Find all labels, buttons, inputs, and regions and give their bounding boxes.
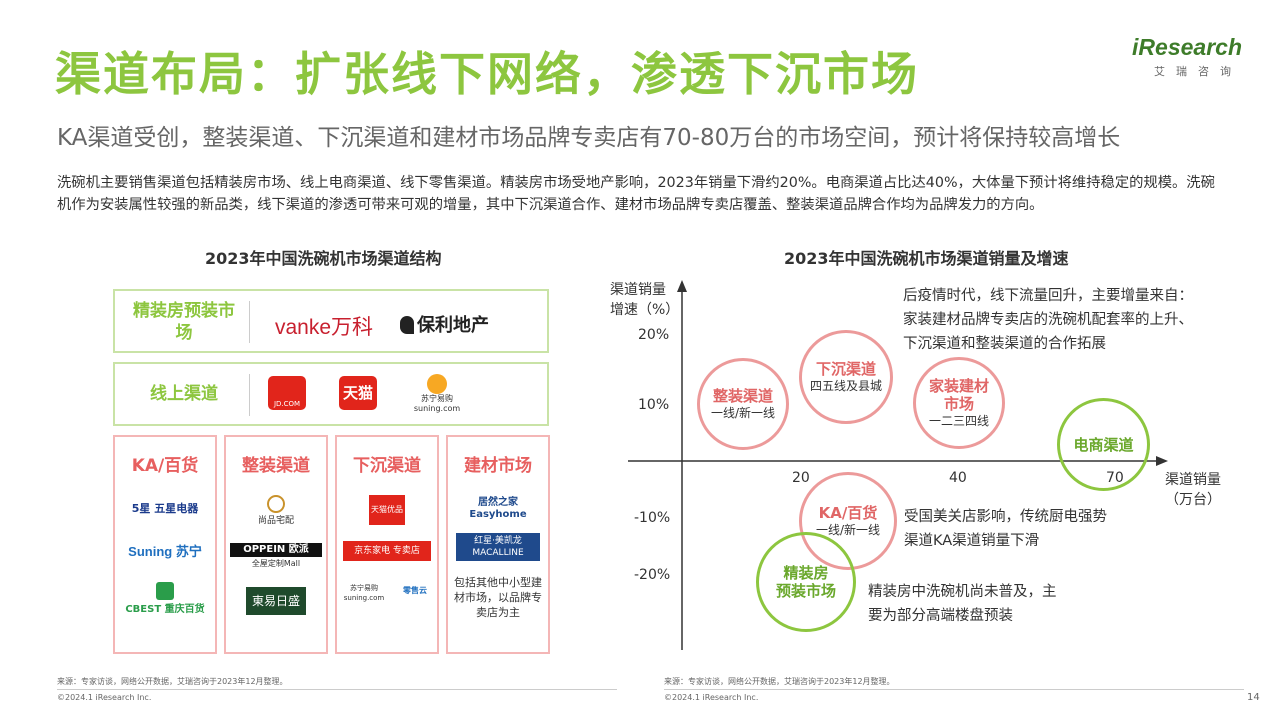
left-copyright: ©2024.1 iResearch Inc. [57,693,152,702]
brand-tmall-youpin: 天猫优品 [369,495,405,525]
brand-jd: JD.COM [268,376,306,410]
bubble-jiancai: 家装建材 市场 一二三四线 [913,357,1005,449]
poly-logo-icon [400,316,414,334]
y-tick-20: 20% [638,327,670,343]
y-tick-neg20: -20% [634,567,671,583]
x-axis-label: 渠道销量 （万台） [1165,472,1221,508]
brand-cbest: CBEST 重庆百货 [121,582,209,615]
brand-suning-online: 苏宁易购 suning.com [409,374,465,414]
page-subtitle: KA渠道受创，整装渠道、下沉渠道和建材市场品牌专卖店有70-80万台的市场空间，… [57,125,1121,151]
y-axis-label: 渠道销量 增速（%） [610,282,680,318]
left-panel-title: 2023年中国洗碗机市场渠道结构 [205,249,442,268]
brand-vanke: vanke万科 [275,316,374,339]
suning-lion-icon [427,374,447,394]
left-divider [57,689,617,690]
brand-macalline: 红星·美凯龙 MACALLINE [456,533,540,561]
x-tick-40: 40 [949,470,967,486]
row-label-online: 线上渠道 [150,384,218,404]
brand-tmall: 天猫 [339,376,377,410]
brand-five-star: 5星 五星电器 [131,502,199,515]
bubble-dianshang: 电商渠道 [1057,398,1150,491]
cbest-logo-icon [156,582,174,600]
page-title: 渠道布局：扩张线下网络，渗透下沉市场 [55,47,919,101]
left-source: 来源：专家访谈，网络公开数据，艾瑞咨询于2023年12月整理。 [57,677,288,686]
right-divider [664,689,1244,690]
y-tick-10: 10% [638,397,670,413]
brand-poly: 保利地产 [400,311,489,337]
y-tick-neg10: -10% [634,510,671,526]
page-number: 14 [1247,692,1260,703]
x-tick-20: 20 [792,470,810,486]
row-label-jingzhuangfang: 精装房预装市场 [133,301,235,343]
bubble-xiachen: 下沉渠道 四五线及县城 [799,330,893,424]
brand-shangpin: 尚品宅配 [232,495,320,526]
brand-oppein: OPPEIN 欧派 [230,543,322,557]
right-copyright: ©2024.1 iResearch Inc. [664,693,759,702]
iresearch-logo: iResearch 艾瑞咨询 [1132,34,1242,78]
bubble-zhengzhuang: 整装渠道 一线/新一线 [697,358,789,450]
description-paragraph: 洗碗机主要销售渠道包括精装房市场、线上电商渠道、线下零售渠道。精装房市场受地产影… [57,175,1215,213]
brand-lingshouyun: 零售云 [403,586,427,595]
note-offline-growth: 后疫情时代，线下流量回升，主要增量来自：家装建材品牌专卖店的洗碗机配套率的上升、… [903,288,1193,352]
row-jingzhuangfang: 精装房预装市场 vanke万科 保利地产 [113,289,549,353]
row-online: 线上渠道 JD.COM 天猫 苏宁易购 suning.com [113,362,549,426]
right-panel-title: 2023年中国洗碗机市场渠道销量及增速 [784,249,1069,268]
column-label-xiachen: 下沉渠道 [353,456,421,476]
shangpin-logo-icon [267,495,285,513]
column-label-ka: KA/百货 [131,456,199,476]
brand-jd-store: 京东家电 专卖店 [343,541,431,561]
column-ka: KA/百货 5星 五星电器 Suning 苏宁 CBEST 重庆百货 [113,435,217,654]
bubble-jingzhuangfang: 精装房 预装市场 [756,532,856,632]
column-label-zhengzhuang: 整装渠道 [242,456,310,476]
brand-suning-ka: Suning 苏宁 [128,544,202,559]
brand-easyhome: 居然之家 Easyhome [469,497,527,520]
column-zhengzhuang: 整装渠道 尚品宅配 OPPEIN 欧派 全屋定制Mall 東易日盛 [224,435,328,654]
column-jiancai: 建材市场 居然之家 Easyhome 红星·美凯龙 MACALLINE 包括其他… [446,435,550,654]
brand-oppein-mall: 全屋定制Mall [251,559,301,568]
jiancai-note: 包括其他中小型建材市场，以品牌专卖店为主 [454,576,542,619]
note-jingzhuangfang: 精装房中洗碗机尚未普及，主要为部分高端楼盘预装 [868,584,1057,624]
brand-dongyi: 東易日盛 [246,587,306,615]
note-ka-decline: 受国美关店影响，传统厨电强势渠道KA渠道销量下滑 [904,509,1107,549]
column-label-jiancai: 建材市场 [464,456,532,476]
brand-suning-xiachen: 苏宁易购 suning.com [343,584,385,602]
right-source: 来源：专家访谈，网络公开数据，艾瑞咨询于2023年12月整理。 [664,677,895,686]
column-xiachen: 下沉渠道 天猫优品 京东家电 专卖店 苏宁易购 suning.com 零售云 [335,435,439,654]
